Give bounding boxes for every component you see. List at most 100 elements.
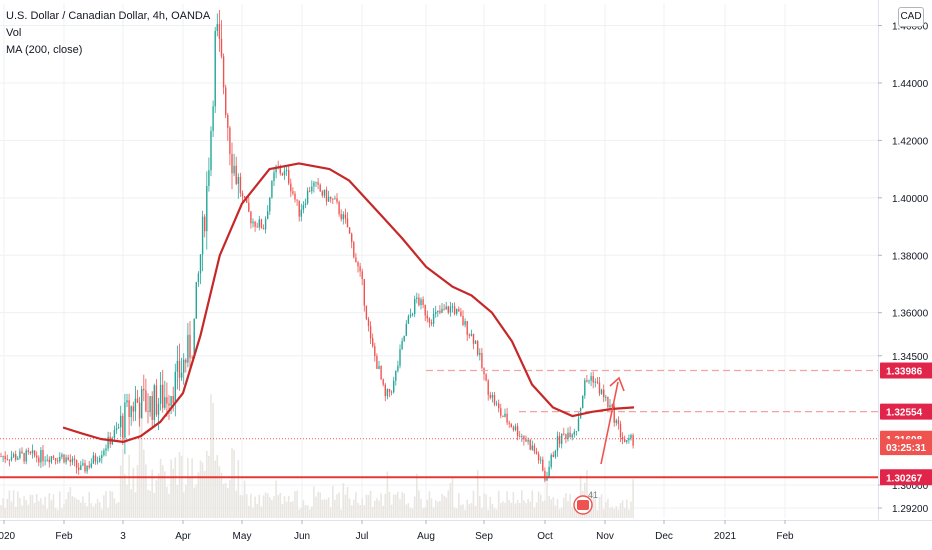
volume-bar [14, 506, 17, 518]
volume-bar [607, 498, 609, 518]
candle-body [84, 463, 86, 472]
candle [388, 388, 391, 398]
candle [19, 448, 21, 460]
candle-body [533, 445, 536, 452]
candle [479, 348, 481, 361]
volume-bar [229, 480, 231, 518]
candle [558, 432, 561, 448]
candle-body [254, 221, 256, 227]
volume-bar [518, 502, 521, 518]
volume-bar [611, 506, 613, 518]
candle-body [246, 197, 248, 203]
candle [208, 157, 210, 192]
candle [485, 373, 487, 382]
candle [561, 433, 563, 449]
candle-body [529, 439, 531, 450]
volume-bar [0, 505, 2, 518]
candle-body [2, 456, 4, 457]
candle-body [487, 380, 489, 395]
volume-bar [453, 507, 456, 518]
candle-body [474, 341, 477, 344]
candle [15, 450, 17, 462]
volume-bar [510, 502, 513, 518]
candle-body [611, 405, 613, 407]
candle [516, 423, 519, 441]
candle [481, 347, 483, 370]
time-axis: 2020 Feb 3 Apr May Jun Jul Aug Sep Oct Nov Dec 2021 F… [0, 520, 932, 550]
price-tick-label: 1.34500 [892, 352, 929, 363]
candle [605, 394, 607, 402]
candle [586, 375, 588, 383]
volume-bar [336, 494, 338, 518]
candle-body [71, 458, 74, 462]
volume-bar [535, 502, 538, 518]
candle-body [164, 397, 166, 408]
event-badge-count: 41 [588, 490, 598, 500]
volume-bar [390, 504, 393, 518]
volume-bar [537, 491, 540, 518]
candle-body [319, 184, 321, 192]
volume-bar [178, 452, 181, 518]
volume-bar [329, 507, 332, 518]
candle-body [451, 306, 454, 308]
price-tick-label: 1.40000 [892, 194, 929, 205]
candle [632, 433, 634, 449]
currency-button[interactable]: CAD [898, 7, 924, 27]
volume-bar [468, 504, 471, 518]
candle [101, 450, 103, 464]
candle [506, 407, 508, 426]
volume-bar [82, 496, 84, 518]
volume-bar [42, 504, 44, 518]
time-tick-label: Jul [356, 531, 369, 542]
candle-body [239, 176, 242, 194]
candle-body [405, 323, 407, 336]
candle-body [504, 413, 506, 417]
volume-bar [405, 504, 408, 518]
volume-bar [302, 500, 305, 518]
candle [75, 459, 78, 474]
candle [355, 253, 357, 263]
candle [414, 295, 416, 318]
volume-bar [384, 493, 387, 518]
candle [204, 214, 206, 238]
candle [621, 432, 624, 445]
legend-volume[interactable]: Vol [6, 27, 22, 39]
volume-bar [359, 504, 361, 518]
candle-body [508, 422, 510, 424]
candle [218, 9, 221, 52]
candle-body [138, 402, 141, 419]
candle [626, 439, 628, 445]
candle-body [153, 385, 155, 420]
candle [120, 405, 122, 438]
volume-bar [29, 494, 32, 518]
candle [250, 210, 252, 229]
candle [199, 254, 202, 285]
candle [36, 451, 38, 463]
volume-bar [2, 498, 4, 518]
candle-body [506, 413, 508, 423]
volume-bar [554, 505, 557, 518]
candle [84, 459, 86, 474]
volume-bar [71, 495, 74, 518]
candle [477, 339, 479, 357]
candle-body [115, 428, 118, 431]
candle-body [567, 432, 569, 439]
candle [411, 312, 414, 317]
volume-bar [206, 450, 208, 518]
legend-symbol[interactable]: U.S. Dollar / Canadian Dollar, 4h, OANDA [6, 10, 211, 22]
volume-bar [98, 502, 101, 518]
candle [57, 457, 59, 464]
legend-ma[interactable]: MA (200, close) [6, 44, 83, 56]
volume-bar [455, 508, 458, 518]
candle-body [300, 209, 302, 217]
volume-bar [44, 496, 46, 518]
candle-body [388, 389, 391, 392]
volume-bar [46, 509, 48, 518]
candle-body [92, 455, 95, 464]
candle [4, 451, 6, 464]
price-badge-label: 03:25:31 [886, 443, 926, 454]
price-badge [880, 469, 932, 486]
volume-bar [630, 501, 632, 518]
candle-body [82, 463, 84, 466]
